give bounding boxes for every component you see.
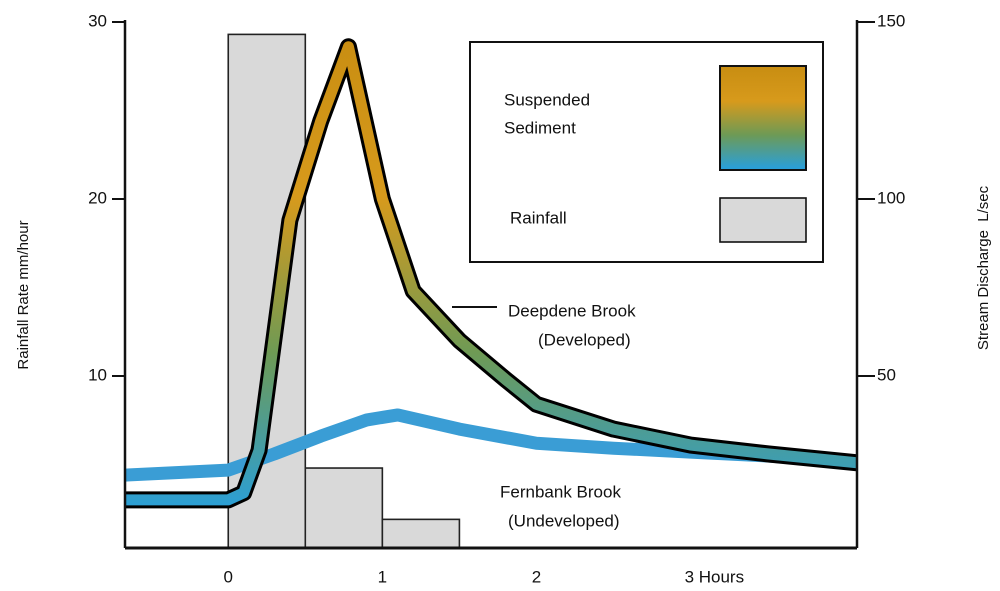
x-tick-label: 0 xyxy=(224,567,233,586)
y2-axis-label: Stream Discharge L/sec xyxy=(975,185,992,350)
y-tick-label: 10 xyxy=(88,365,107,384)
legend-label: Suspended xyxy=(504,90,590,109)
y-tick-label: 20 xyxy=(88,188,107,207)
rain-bar xyxy=(304,467,384,548)
overlay: 10 20 30 50 100 150 0 1 2 3 Hours Rainfall Rate mm… xyxy=(15,11,992,586)
sediment-line xyxy=(125,41,857,506)
y-axis-label: Rainfall Rate mm/hour xyxy=(15,220,32,369)
annotation: Fernbank Brook xyxy=(500,482,621,501)
legend-swatch xyxy=(719,197,807,243)
annotation: (Undeveloped) xyxy=(508,511,620,530)
y-tick-label: 30 xyxy=(88,11,107,30)
rain-bar xyxy=(381,518,461,548)
x-tick-label: 1 xyxy=(378,567,387,586)
legend-label: Sediment xyxy=(504,118,576,137)
y2-tick-label: 150 xyxy=(877,11,905,30)
plot-area xyxy=(125,33,857,548)
annotation: Deepdene Brook xyxy=(508,301,636,320)
legend-label: Rainfall xyxy=(510,208,567,227)
x-tick-label: 2 xyxy=(532,567,541,586)
x-tick-label: 3 Hours xyxy=(685,567,745,586)
y2-tick-label: 50 xyxy=(877,365,896,384)
legend-swatch xyxy=(719,65,807,171)
annotation: (Developed) xyxy=(538,330,631,349)
y2-tick-label: 100 xyxy=(877,188,905,207)
